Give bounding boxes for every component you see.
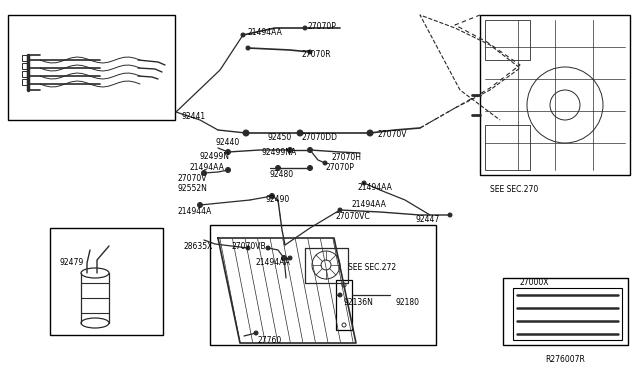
Circle shape: [266, 246, 270, 250]
Text: 27760: 27760: [258, 336, 282, 345]
Text: 92499N: 92499N: [200, 152, 230, 161]
Text: 27070P: 27070P: [308, 22, 337, 31]
Text: 92480: 92480: [270, 170, 294, 179]
Text: 21494AA: 21494AA: [357, 183, 392, 192]
Bar: [485, 20, 530, 60]
Circle shape: [225, 167, 230, 173]
Text: 92441: 92441: [182, 112, 206, 121]
Bar: [503, 278, 628, 345]
Circle shape: [338, 208, 342, 212]
Circle shape: [287, 148, 292, 153]
Circle shape: [198, 202, 202, 208]
Circle shape: [202, 170, 207, 176]
Circle shape: [246, 46, 250, 50]
Text: 27070V: 27070V: [178, 174, 207, 183]
Text: 92447: 92447: [416, 215, 440, 224]
Text: 92136N: 92136N: [344, 298, 374, 307]
Circle shape: [303, 26, 307, 30]
Bar: [22, 71, 28, 77]
Text: 27000X: 27000X: [519, 278, 548, 287]
Text: 27070H: 27070H: [332, 153, 362, 162]
Text: 27070VB: 27070VB: [232, 242, 267, 251]
Bar: [485, 125, 530, 170]
Circle shape: [288, 256, 292, 260]
Circle shape: [254, 331, 258, 335]
Text: 92479: 92479: [60, 258, 84, 267]
Circle shape: [308, 50, 312, 54]
Bar: [50, 228, 163, 335]
Circle shape: [282, 256, 287, 260]
Bar: [22, 63, 28, 69]
Text: 27070R: 27070R: [302, 50, 332, 59]
Circle shape: [297, 130, 303, 136]
Bar: [22, 55, 28, 61]
Text: 27070V: 27070V: [377, 130, 406, 139]
Circle shape: [338, 293, 342, 297]
Circle shape: [367, 130, 373, 136]
Bar: [480, 15, 630, 175]
Bar: [513, 288, 622, 340]
Text: 21494AA: 21494AA: [190, 163, 225, 172]
Text: 92490: 92490: [265, 195, 289, 204]
Text: 214944A: 214944A: [178, 207, 212, 216]
Text: 92552N: 92552N: [178, 184, 208, 193]
Text: 27070DD: 27070DD: [302, 133, 338, 142]
Text: R276007R: R276007R: [545, 355, 585, 364]
Text: 92180: 92180: [396, 298, 420, 307]
Text: SEE SEC.270: SEE SEC.270: [490, 185, 538, 194]
Bar: [22, 79, 28, 85]
Circle shape: [241, 33, 245, 37]
Circle shape: [307, 148, 312, 153]
Text: 21494AA: 21494AA: [256, 258, 291, 267]
Text: 27070P: 27070P: [325, 163, 354, 172]
Circle shape: [225, 150, 230, 154]
Bar: [8, 15, 175, 120]
Circle shape: [362, 181, 366, 185]
Text: 21494AA: 21494AA: [352, 200, 387, 209]
Text: 28635X: 28635X: [183, 242, 212, 251]
Circle shape: [448, 213, 452, 217]
Circle shape: [246, 246, 250, 250]
Bar: [210, 225, 436, 345]
Bar: [336, 280, 352, 330]
Text: 21494AA: 21494AA: [248, 28, 283, 37]
Circle shape: [275, 166, 280, 170]
Circle shape: [269, 193, 275, 199]
Text: 27070VC: 27070VC: [335, 212, 370, 221]
Text: 92450: 92450: [268, 133, 292, 142]
Text: 92499NA: 92499NA: [262, 148, 297, 157]
Circle shape: [243, 130, 249, 136]
Circle shape: [323, 161, 327, 165]
Circle shape: [307, 166, 312, 170]
Text: 92440: 92440: [216, 138, 240, 147]
Text: SEE SEC.272: SEE SEC.272: [348, 263, 396, 272]
